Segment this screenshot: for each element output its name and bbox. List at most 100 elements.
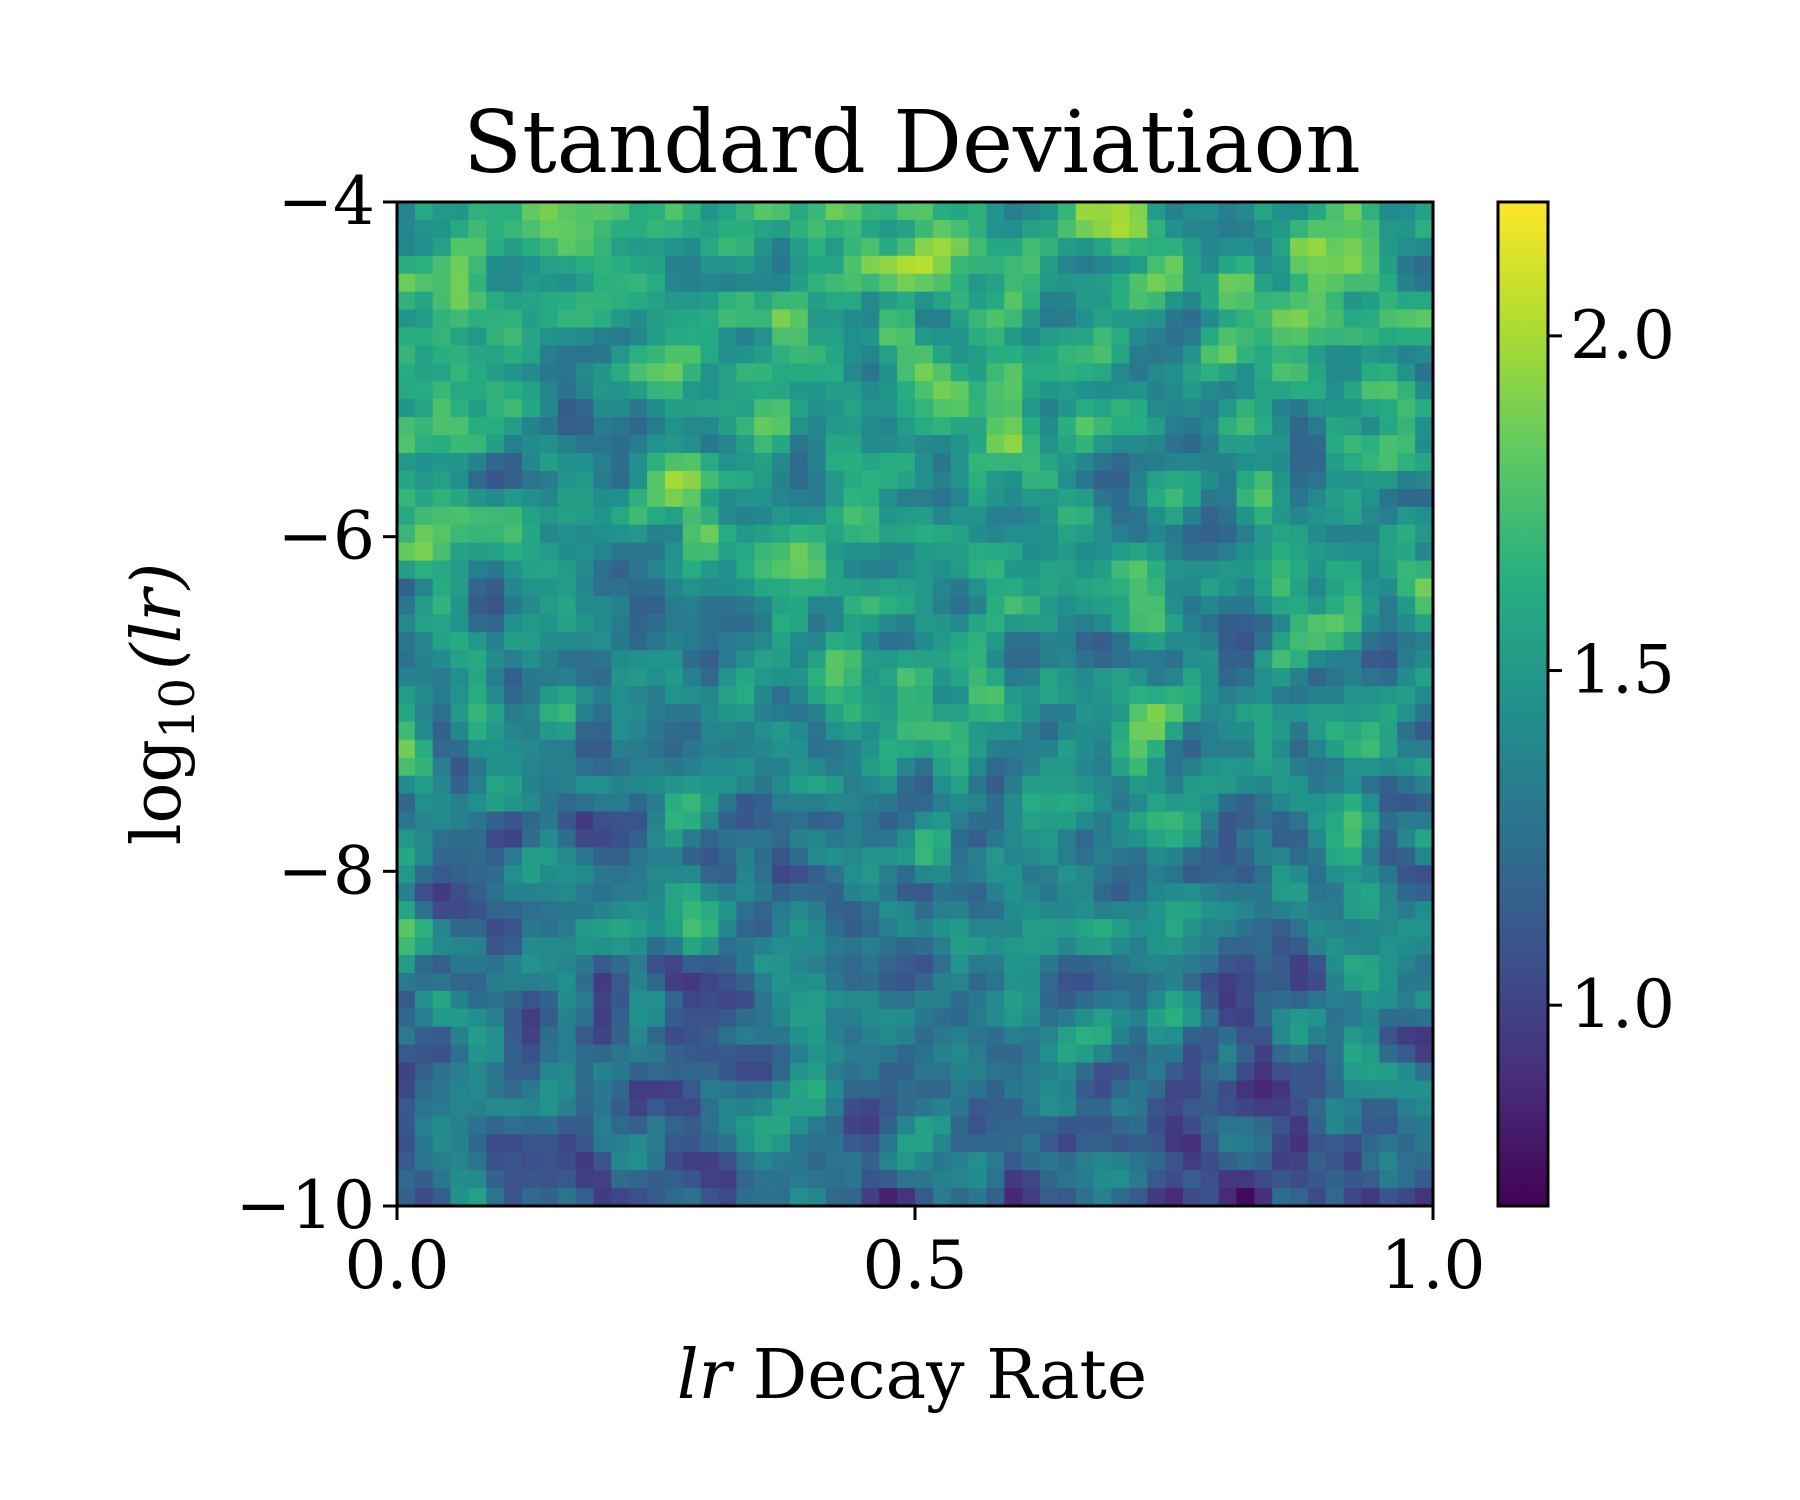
heatmap-cell [700,488,720,508]
heatmap-cell [629,650,648,669]
heatmap-cell [789,1098,809,1117]
heatmap-cell [879,1188,898,1207]
heatmap-cell [843,237,863,257]
heatmap-cell [897,990,916,1010]
heatmap-cell [593,381,612,400]
heatmap-cell [1004,219,1023,239]
heatmap-cell [700,219,720,239]
heatmap-cell [468,847,487,866]
heatmap-cell [736,1044,755,1064]
heatmap-cell [879,506,898,526]
heatmap-cell [789,775,809,795]
heatmap-cell [700,255,720,275]
heatmap-cell [1182,793,1202,813]
heatmap-cell [1022,811,1041,831]
heatmap-cell [1147,202,1166,221]
heatmap-cell [825,524,845,544]
heatmap-cell [807,1170,827,1189]
heatmap-cell [897,470,916,490]
heatmap-cell [1379,1080,1398,1100]
heatmap-cell [736,1188,755,1207]
heatmap-cell [950,524,970,544]
heatmap-cell [1236,219,1255,239]
heatmap-cell [1129,291,1148,311]
heatmap-cell [397,1044,416,1064]
heatmap-cell [611,417,630,436]
heatmap-cell [1397,202,1416,221]
heatmap-cell [414,488,434,508]
heatmap-cell [1325,202,1345,221]
heatmap-cell [1022,202,1041,221]
heatmap-cell [522,363,541,382]
heatmap-cell [557,399,577,418]
heatmap-cell [1004,596,1023,615]
heatmap-cell [1218,219,1238,239]
heatmap-cell [861,883,880,902]
heatmap-cell [968,883,988,902]
heatmap-cell [593,1188,612,1207]
heatmap-cell [397,990,416,1010]
heatmap-cell [843,506,863,526]
heatmap-cell [1415,739,1434,759]
heatmap-cell [968,381,988,400]
heatmap-cell [647,632,666,651]
heatmap-cell [700,202,720,221]
heatmap-cell [1415,596,1434,615]
heatmap-cell [1147,273,1166,293]
heatmap-cell [789,901,809,920]
heatmap-cell [1040,614,1059,633]
heatmap-cell [825,470,845,490]
heatmap-cell [1075,470,1095,490]
heatmap-cell [736,237,755,257]
heatmap-cell [450,237,470,257]
heatmap-cell [1361,399,1381,418]
heatmap-cell [1111,1098,1130,1117]
heatmap-cell [1236,1098,1255,1117]
heatmap-cell [629,470,648,490]
heatmap-cell [1379,686,1398,705]
heatmap-cell [1093,847,1113,866]
heatmap-cell [825,1008,845,1028]
heatmap-cell [1415,704,1434,723]
heatmap-cell [486,1152,505,1171]
heatmap-cell [1022,488,1041,508]
heatmap-cell [1129,883,1148,902]
heatmap-cell [539,1044,559,1064]
heatmap-cell [789,1170,809,1189]
heatmap-cell [414,435,434,454]
heatmap-cell [789,506,809,526]
heatmap-cell [772,1152,791,1171]
heatmap-cell [522,291,541,311]
heatmap-cell [1361,291,1381,311]
heatmap-cell [1040,811,1059,831]
heatmap-cell [1129,453,1148,472]
heatmap-cell [557,488,577,508]
heatmap-cell [1307,345,1327,364]
heatmap-cell [861,453,880,472]
heatmap-cell [843,632,863,651]
heatmap-cell [754,721,773,741]
heatmap-cell [1379,1152,1398,1171]
heatmap-cell [1307,668,1327,687]
heatmap-cell [611,363,630,382]
heatmap-cell [1111,704,1130,723]
heatmap-cell [1022,1026,1041,1046]
heatmap-cell [432,1026,452,1046]
heatmap-cell [1397,1188,1416,1207]
heatmap-cell [557,578,577,598]
heatmap-cell [450,704,470,723]
heatmap-cell [1218,309,1238,329]
heatmap-cell [986,524,1005,544]
heatmap-cell [950,775,970,795]
heatmap-cell [629,524,648,544]
heatmap-cell [486,560,505,580]
heatmap-cell [1200,650,1220,669]
heatmap-cell [1343,614,1363,633]
heatmap-cell [1129,757,1148,777]
heatmap-cell [986,990,1005,1010]
heatmap-cell [1111,775,1130,795]
heatmap-cell [807,327,827,347]
heatmap-cell [539,632,559,651]
heatmap-cell [611,865,630,884]
heatmap-cell [986,1152,1005,1171]
